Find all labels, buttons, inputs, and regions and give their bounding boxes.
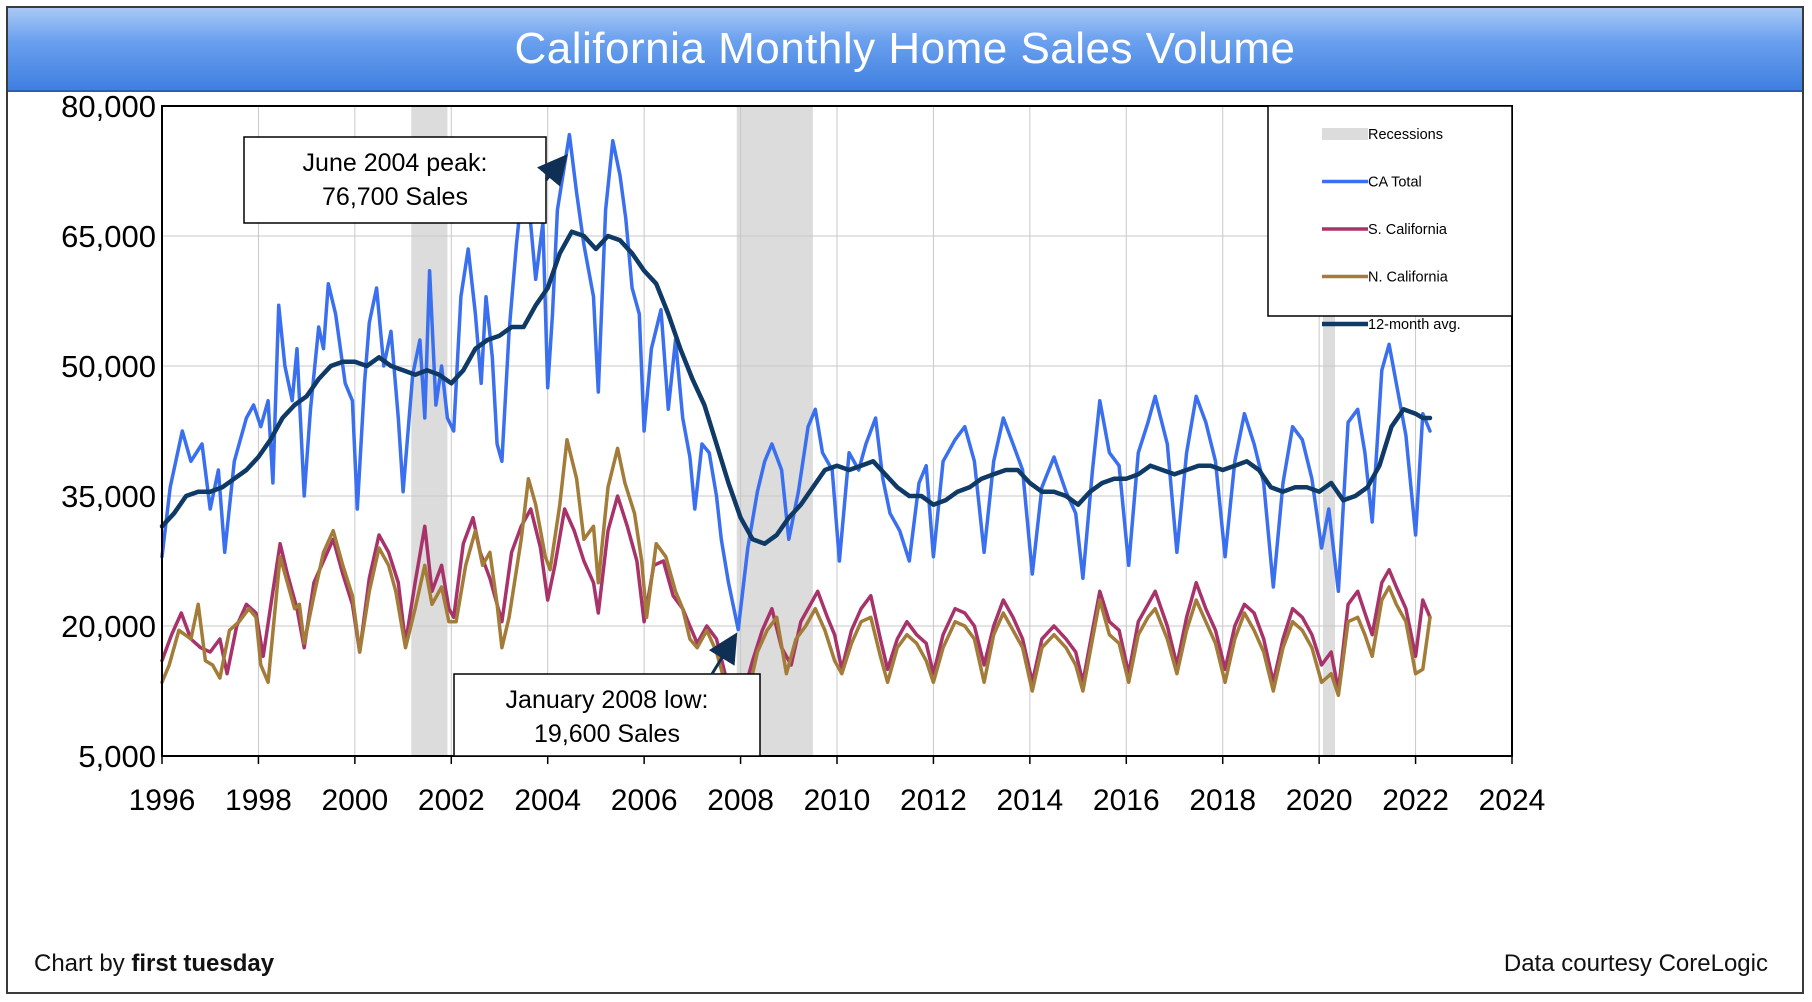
x-tick-label: 2008 <box>707 784 774 817</box>
y-tick-label: 5,000 <box>78 739 156 774</box>
series-line-12-month-avg <box>159 229 1433 546</box>
legend-label: Recessions <box>1368 127 1443 143</box>
chart-title: California Monthly Home Sales Volume <box>514 24 1296 73</box>
x-tick-label: 2002 <box>418 784 485 817</box>
annotation-text-peak: June 2004 peak: <box>303 149 488 177</box>
annotation-text-peak: 76,700 Sales <box>322 183 468 211</box>
x-tick-label: 2020 <box>1286 784 1353 817</box>
credit-prefix: Chart by <box>34 950 132 977</box>
annotation-text-low: 19,600 Sales <box>534 720 680 748</box>
y-tick-label: 20,000 <box>61 609 156 644</box>
annotation-text-low: January 2008 low: <box>506 686 709 714</box>
title-bar: California Monthly Home Sales Volume <box>8 8 1802 92</box>
chart-frame: California Monthly Home Sales Volume 199… <box>6 6 1804 994</box>
x-tick-label: 2000 <box>321 784 388 817</box>
x-tick-label: 2012 <box>900 784 967 817</box>
y-tick-label: 65,000 <box>61 219 156 254</box>
chart-credit: Chart by first tuesday <box>34 950 274 978</box>
annotation-box-low <box>453 673 761 757</box>
legend-label: CA Total <box>1368 175 1422 191</box>
x-tick-label: 2006 <box>611 784 678 817</box>
y-tick-label: 50,000 <box>61 349 156 384</box>
y-tick-label: 80,000 <box>61 89 156 124</box>
x-tick-label: 2004 <box>514 784 581 817</box>
legend-label: N. California <box>1368 270 1449 286</box>
data-source: Data courtesy CoreLogic <box>1503 950 1768 977</box>
annotation-arrow-peak <box>537 154 568 187</box>
annotation-arrow-low <box>708 632 738 675</box>
x-tick-label: 2022 <box>1382 784 1449 817</box>
series-line-ca-total <box>160 132 1432 632</box>
credit-name: first tuesday <box>131 950 275 977</box>
x-tick-label: 2024 <box>1479 784 1546 817</box>
legend-label: 12-month avg. <box>1368 317 1461 333</box>
legend-label: S. California <box>1368 222 1448 238</box>
x-tick-label: 2010 <box>804 784 871 817</box>
recession-band <box>736 106 813 756</box>
legend-box <box>1267 105 1513 317</box>
series-line-n-california <box>160 437 1432 711</box>
x-tick-label: 1996 <box>129 784 196 817</box>
y-tick-label: 35,000 <box>61 479 156 514</box>
annotation-box-peak <box>243 136 547 224</box>
x-tick-label: 2018 <box>1189 784 1256 817</box>
x-tick-label: 1998 <box>225 784 292 817</box>
chart-plot: 1996 1998 2000 2002 2004 2006 2008 2010 2012 2014… <box>61 89 1546 817</box>
x-tick-label: 2016 <box>1093 784 1160 817</box>
x-tick-label: 2014 <box>996 784 1063 817</box>
